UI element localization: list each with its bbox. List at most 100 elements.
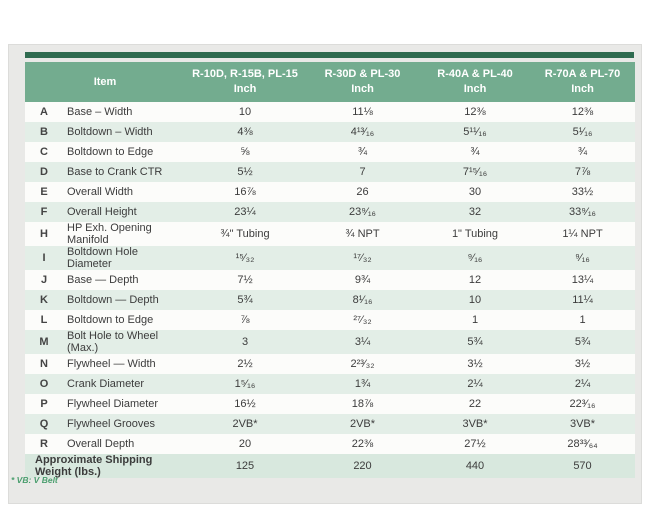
row-letter: O <box>39 378 49 390</box>
table-row: H HP Exh. Opening Manifold ¾" Tubing ¾ NPT 1… <box>25 222 635 246</box>
row-value: 11¼ <box>572 294 593 306</box>
row-value: ⅞ <box>240 314 250 326</box>
row-letter: B <box>40 126 48 138</box>
header-models: R-10D, R-15B, PL-15 <box>192 68 298 80</box>
row-letter: C <box>40 146 48 158</box>
table-row: O Crank Diameter 1⁵⁄₁₆ 1¾ 2¼ 2¼ <box>25 374 635 394</box>
table-row: K Boltdown — Depth 5¾ 8¹⁄₁₆ 10 11¼ <box>25 290 635 310</box>
header-col-r10d: R-10D, R-15B, PL-15 Inch <box>185 62 305 102</box>
row-item-label: Crank Diameter <box>67 378 145 390</box>
row-value: 2¼ <box>467 378 483 390</box>
row-value: ⁹⁄₁₆ <box>467 252 483 264</box>
row-value: 10 <box>468 294 482 306</box>
row-item-label: Flywheel — Width <box>67 358 156 370</box>
row-value: 8¹⁄₁₆ <box>352 294 373 306</box>
header-unit: Inch <box>351 83 374 95</box>
row-value: 5¾ <box>574 336 591 348</box>
header-unit: Inch <box>233 83 257 95</box>
row-value: ⅝ <box>240 146 250 158</box>
row-value: 3½ <box>574 358 591 370</box>
row-value: 2VB* <box>349 418 376 430</box>
row-value: 5½ <box>237 166 253 178</box>
row-value: 7½ <box>237 274 253 286</box>
row-value: ¾ <box>357 146 368 158</box>
header-models: R-30D & PL-30 <box>324 68 401 80</box>
row-item-label: Boltdown — Depth <box>67 294 159 306</box>
row-letter: N <box>40 358 48 370</box>
row-item-label: Flywheel Grooves <box>67 418 156 430</box>
shipping-weight-value: 125 <box>235 460 255 472</box>
row-value: 2½ <box>237 358 253 370</box>
row-value: ¾ <box>470 146 480 158</box>
row-value: 13¼ <box>571 274 594 286</box>
spec-panel: Item R-10D, R-15B, PL-15 Inch R-30D & PL… <box>8 44 642 504</box>
row-letter: R <box>40 438 48 450</box>
row-letter: L <box>40 314 48 326</box>
row-letter: D <box>40 166 48 178</box>
row-value: 2VB* <box>232 418 258 430</box>
row-value: 22 <box>468 398 482 410</box>
row-item-label: Overall Depth <box>67 438 135 450</box>
row-value: 1 <box>579 314 586 326</box>
table-row: C Boltdown to Edge ⅝ ¾ ¾ ¾ <box>25 142 635 162</box>
row-value: 3VB* <box>462 418 488 430</box>
row-letter: P <box>40 398 48 410</box>
table-row: R Overall Depth 20 22⅜ 27½ 28³³⁄₆₄ <box>25 434 635 454</box>
table-row: E Overall Width 16⅞ 26 30 33½ <box>25 182 635 202</box>
row-item-label: Base — Depth <box>67 274 139 286</box>
row-value: 5¾ <box>467 336 483 348</box>
table-row: J Base — Depth 7½ 9¾ 12 13¼ <box>25 270 635 290</box>
header-unit: Inch <box>571 83 594 95</box>
row-value: ⁹⁄₁₆ <box>575 252 590 264</box>
row-value: ¾ <box>577 146 588 158</box>
row-item-label: Boltdown – Width <box>67 126 153 138</box>
row-item-label: Boltdown to Edge <box>67 314 154 326</box>
row-value: 16½ <box>234 398 256 410</box>
row-value: 11⅛ <box>352 106 373 118</box>
table-row: B Boltdown – Width 4⅜ 4¹³⁄₁₆ 5¹¹⁄₁₆ 5¹⁄₁₆ <box>25 122 635 142</box>
row-value: 7 <box>359 166 366 178</box>
vb-footnote: * VB: V Belt <box>11 475 58 485</box>
row-value: 12⅜ <box>571 106 594 118</box>
row-letter: E <box>40 186 48 198</box>
header-models: R-70A & PL-70 <box>544 68 621 80</box>
row-value: 1¾ <box>354 378 371 390</box>
row-value: 18⅞ <box>351 398 374 410</box>
spec-table: Item R-10D, R-15B, PL-15 Inch R-30D & PL… <box>25 62 635 478</box>
row-letter: M <box>39 336 49 348</box>
table-row: Q Flywheel Grooves 2VB* 2VB* 3VB* 3VB* <box>25 414 635 434</box>
row-value: 28³³⁄₆₄ <box>567 438 598 450</box>
shipping-weight-value: 440 <box>465 460 485 472</box>
row-value: ¾" Tubing <box>220 228 270 240</box>
header-col-r70a: R-70A & PL-70 Inch <box>530 62 635 102</box>
header-col-r40a: R-40A & PL-40 Inch <box>420 62 530 102</box>
row-item-label: Base – Width <box>67 106 133 118</box>
row-letter: F <box>40 206 48 218</box>
row-value: 33½ <box>571 186 594 198</box>
table-row: I Boltdown Hole Diameter ¹⁵⁄₃₂ ¹⁷⁄₃₂ ⁹⁄₁₆ ⁹⁄₁… <box>25 246 635 270</box>
row-value: 32 <box>468 206 482 218</box>
row-value: 5¾ <box>237 294 253 306</box>
row-value: 1⁵⁄₁₆ <box>234 378 256 390</box>
row-item-label: Bolt Hole to Wheel (Max.) <box>67 330 159 354</box>
row-value: 5¹⁄₁₆ <box>572 126 593 138</box>
row-item-label: Overall Height <box>67 206 137 218</box>
table-row: F Overall Height 23¼ 23⁹⁄₁₆ 32 33⁹⁄₁₆ <box>25 202 635 222</box>
row-item-label: Flywheel Diameter <box>67 398 159 410</box>
row-value: 27½ <box>464 438 486 450</box>
row-value: 2²³⁄₃₂ <box>350 358 375 370</box>
accent-bar <box>25 52 634 58</box>
row-value: 22³⁄₁₆ <box>569 398 596 410</box>
shipping-weight-label: Approximate Shipping Weight (lbs.) <box>35 454 153 478</box>
row-value: 3 <box>241 336 249 348</box>
table-row: P Flywheel Diameter 16½ 18⅞ 22 22³⁄₁₆ <box>25 394 635 414</box>
row-value: 1¼ NPT <box>562 228 603 240</box>
row-item-label: Overall Width <box>67 186 134 198</box>
row-item-label: HP Exh. Opening Manifold <box>67 222 152 246</box>
row-value: 12 <box>468 274 482 286</box>
shipping-weight-value: 220 <box>353 460 372 472</box>
row-value: 26 <box>356 186 369 198</box>
header-unit: Inch <box>463 83 487 95</box>
row-value: 23⁹⁄₁₆ <box>349 206 376 218</box>
row-value: ¹⁷⁄₃₂ <box>353 252 372 264</box>
